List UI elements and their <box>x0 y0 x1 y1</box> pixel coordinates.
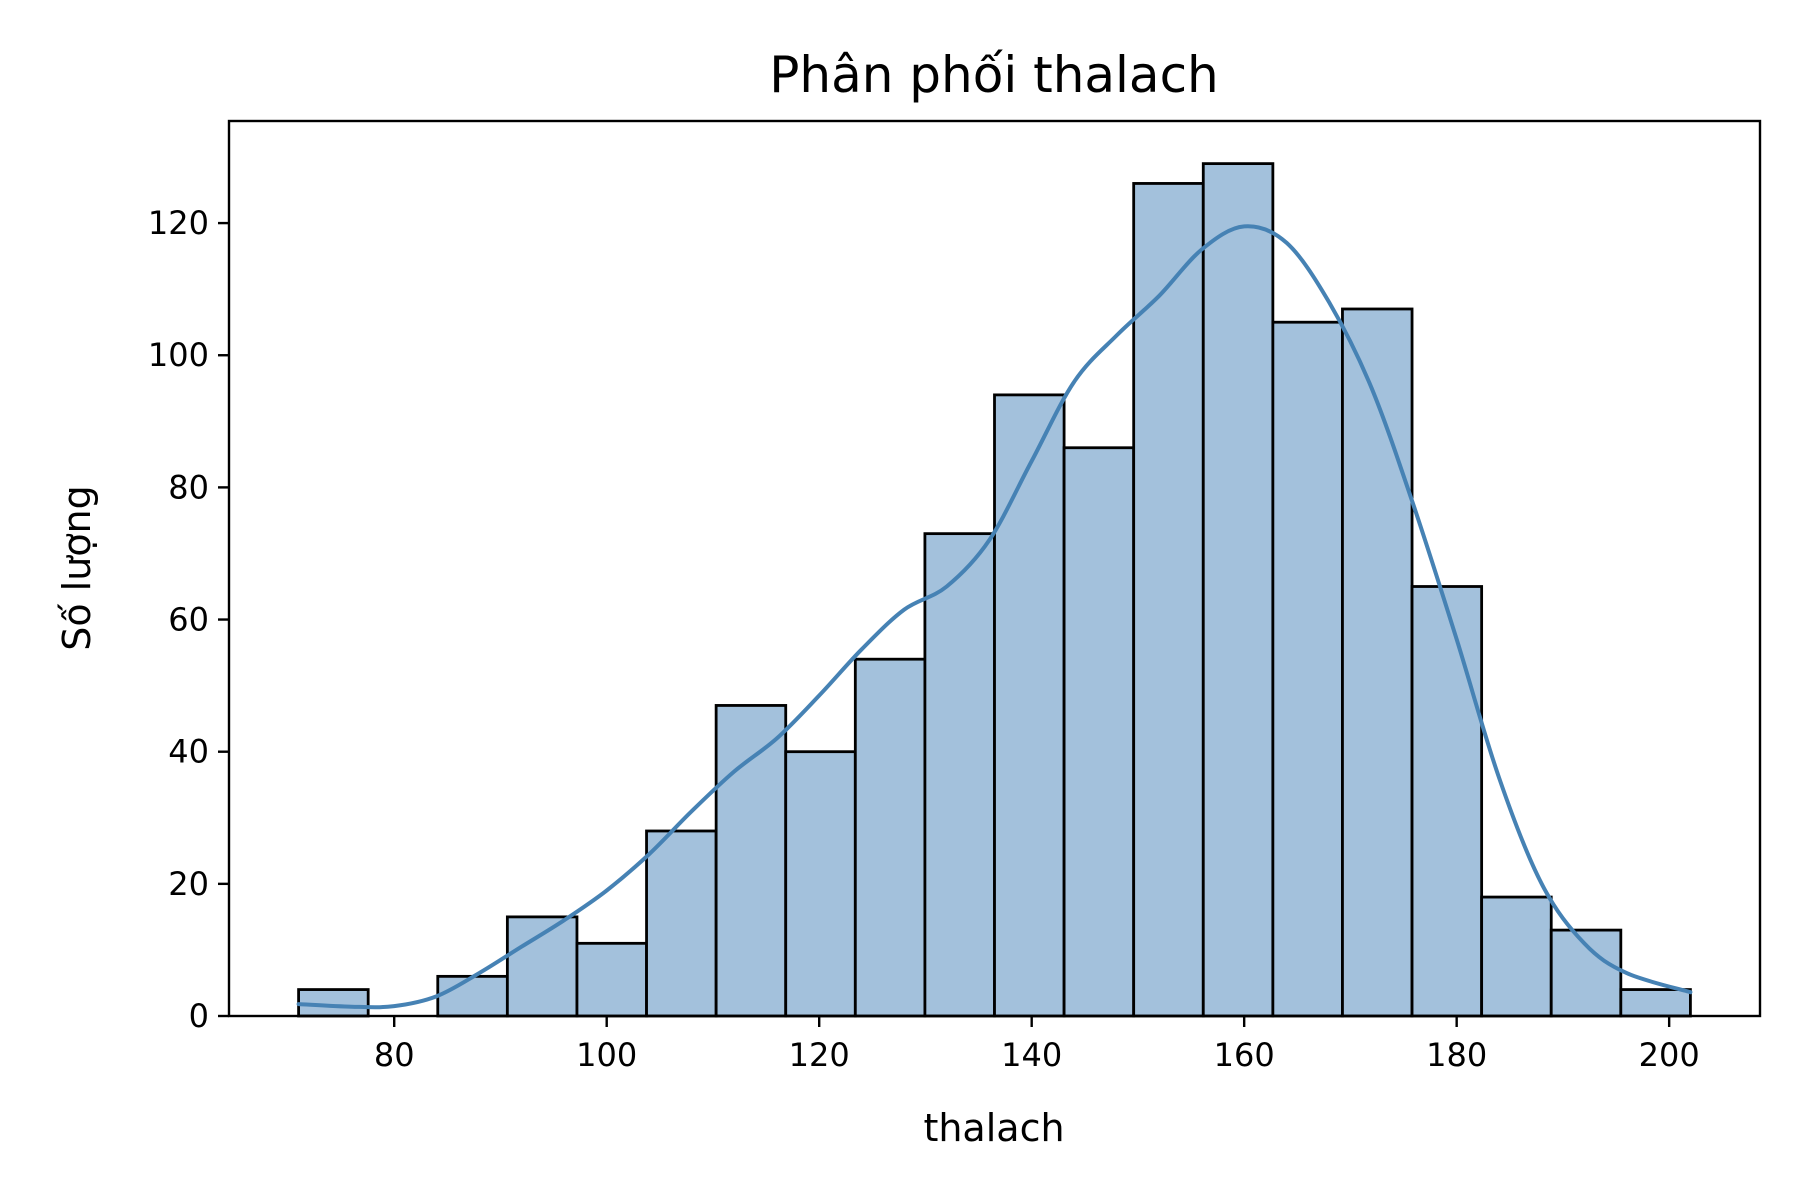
y-tick-label: 0 <box>189 997 209 1035</box>
kde-curve <box>296 224 1693 1010</box>
x-tick-label: 160 <box>1214 1036 1275 1074</box>
histogram-bar <box>1480 895 1553 1018</box>
x-axis-ticks: 80 100 120 140 160 180 200 <box>374 1016 1700 1074</box>
histogram-bar <box>1410 585 1484 1018</box>
histogram-bar <box>1341 307 1414 1018</box>
histogram-bar <box>436 974 509 1018</box>
chart-title: Phân phối thalach <box>769 46 1219 104</box>
y-tick-label: 80 <box>168 468 209 506</box>
x-tick-label: 100 <box>576 1036 637 1074</box>
histogram-bar <box>784 750 857 1018</box>
histogram-bar <box>1132 182 1205 1018</box>
x-tick-label: 140 <box>1001 1036 1062 1074</box>
histogram-bar <box>1201 162 1275 1018</box>
x-tick-label: 180 <box>1426 1036 1487 1074</box>
x-tick-label: 120 <box>789 1036 850 1074</box>
y-tick-label: 60 <box>168 601 209 639</box>
histogram-bar <box>1271 320 1344 1018</box>
histogram-bar <box>1062 446 1136 1018</box>
x-axis-label: thalach <box>923 1106 1064 1150</box>
y-axis-ticks: 0 20 40 60 80 100 120 <box>148 204 229 1035</box>
y-axis-label: Số lượng <box>55 485 99 651</box>
y-tick-label: 120 <box>148 204 209 242</box>
x-tick-label: 80 <box>374 1036 415 1074</box>
histogram-bar <box>575 941 648 1018</box>
bars-group <box>297 162 1692 1018</box>
histogram-bar <box>645 829 718 1018</box>
x-tick-label: 200 <box>1639 1036 1700 1074</box>
y-tick-label: 100 <box>148 336 209 374</box>
histogram-bar <box>923 532 996 1018</box>
y-tick-label: 20 <box>168 865 209 903</box>
histogram-bar <box>1619 988 1692 1018</box>
histogram-bar <box>714 704 788 1018</box>
histogram-bar <box>993 393 1066 1018</box>
histogram-bar <box>1549 928 1623 1018</box>
y-tick-label: 40 <box>168 733 209 771</box>
histogram-bar <box>853 657 927 1018</box>
plot-frame <box>227 119 1762 1018</box>
